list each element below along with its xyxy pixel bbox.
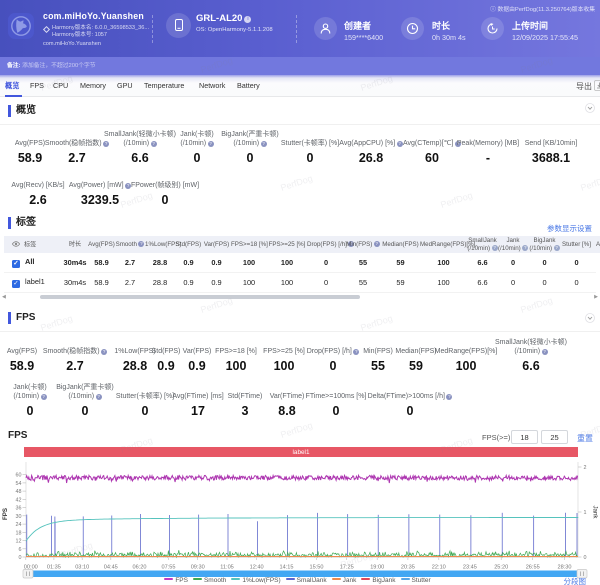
svg-text:2: 2: [584, 465, 587, 471]
svg-text:30: 30: [16, 514, 22, 520]
svg-text:18: 18: [16, 530, 22, 536]
svg-text:54: 54: [16, 481, 22, 487]
svg-text:22:10: 22:10: [432, 564, 446, 570]
svg-text:48: 48: [16, 489, 22, 495]
svg-text:23:45: 23:45: [463, 564, 477, 570]
svg-text:60: 60: [16, 473, 22, 479]
svg-text:36: 36: [16, 506, 22, 512]
svg-text:17:25: 17:25: [340, 564, 354, 570]
svg-text:label1: label1: [292, 449, 310, 456]
svg-text:26:55: 26:55: [526, 564, 540, 570]
svg-text:11:05: 11:05: [220, 564, 234, 570]
svg-text:09:30: 09:30: [191, 564, 205, 570]
svg-text:07:55: 07:55: [162, 564, 176, 570]
svg-text:20:35: 20:35: [401, 564, 415, 570]
svg-text:12: 12: [16, 539, 22, 545]
svg-text:24: 24: [16, 522, 22, 528]
svg-text:00:00: 00:00: [24, 564, 38, 570]
svg-text:1: 1: [584, 510, 587, 516]
svg-text:FPS: FPS: [2, 508, 9, 520]
svg-text:28:30: 28:30: [558, 564, 572, 570]
svg-text:25:20: 25:20: [494, 564, 508, 570]
svg-text:14:15: 14:15: [280, 564, 294, 570]
svg-text:Jank: Jank: [592, 505, 599, 519]
svg-text:42: 42: [16, 497, 22, 503]
svg-text:15:50: 15:50: [310, 564, 324, 570]
svg-text:0: 0: [19, 555, 22, 561]
svg-text:19:00: 19:00: [370, 564, 384, 570]
svg-text:03:10: 03:10: [75, 564, 89, 570]
svg-text:0: 0: [584, 555, 587, 561]
svg-text:12:40: 12:40: [250, 564, 264, 570]
svg-text:6: 6: [19, 547, 22, 553]
svg-text:01:35: 01:35: [47, 564, 61, 570]
svg-text:06:20: 06:20: [133, 564, 147, 570]
svg-text:04:45: 04:45: [104, 564, 118, 570]
